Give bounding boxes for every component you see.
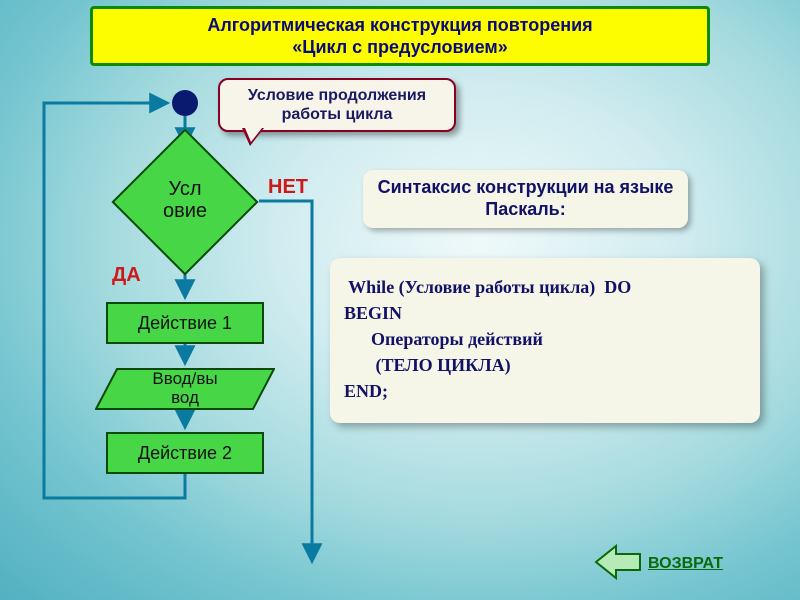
return-button-label: ВОЗВРАТ [648,555,723,572]
title-banner: Алгоритмическая конструкция повторения «… [90,6,710,66]
condition-callout: Условие продолжения работы цикла [218,78,456,132]
flow-start-node [172,90,198,116]
syntax-title-box: Синтаксис конструкции на языке Паскаль: [363,170,688,228]
flow-action1-box: Действие 1 [106,302,264,344]
title-line2: «Цикл с предусловием» [292,36,507,59]
flow-condition-text: Усл овие [113,178,257,222]
flow-io-label: Ввод/вы вод [152,370,217,407]
callout-tail [242,128,264,146]
code-box: While (Условие работы цикла) DO BEGIN Оп… [330,258,760,423]
condition-callout-text: Условие продолжения работы цикла [220,86,454,124]
flow-action2-box: Действие 2 [106,432,264,474]
branch-no-label: НЕТ [268,176,308,199]
flow-action2-label: Действие 2 [138,443,232,464]
flow-action1-label: Действие 1 [138,313,232,334]
flow-condition-label: Усл овие [113,178,257,222]
syntax-title-text: Синтаксис конструкции на языке Паскаль: [363,177,688,220]
flow-io-label-wrap: Ввод/вы вод [95,368,275,410]
branch-yes-label: ДА [112,264,141,287]
return-arrow-icon[interactable] [594,542,642,582]
return-button[interactable]: ВОЗВРАТ [648,555,723,573]
title-line1: Алгоритмическая конструкция повторения [207,14,592,37]
